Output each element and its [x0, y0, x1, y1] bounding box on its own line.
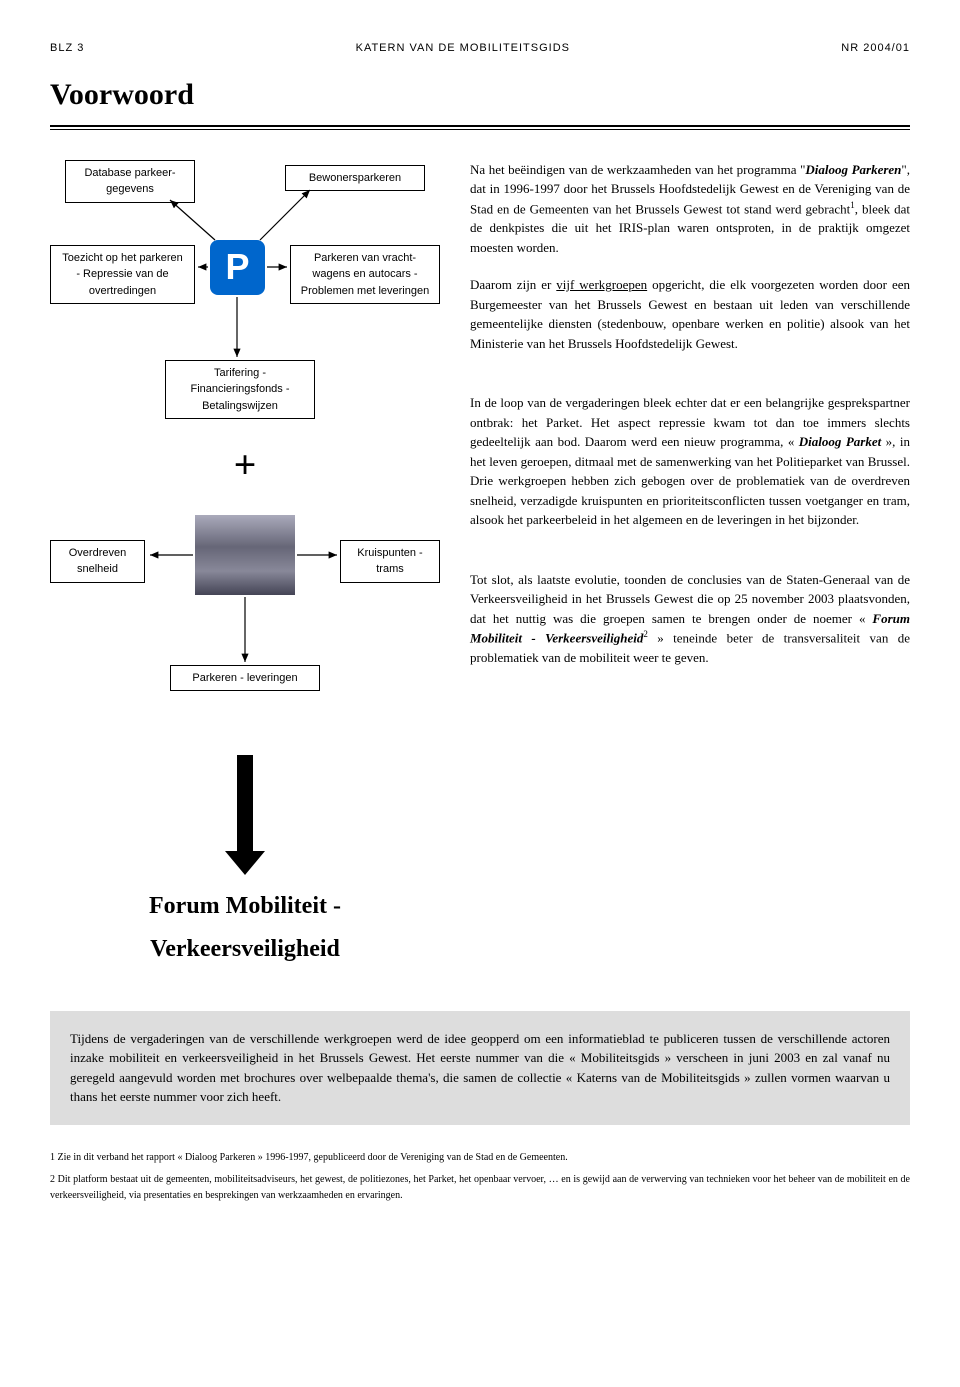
footnotes: 1 Zie in dit verband het rapport « Dialo… [50, 1150, 910, 1204]
footnote-1: 1 Zie in dit verband het rapport « Dialo… [50, 1150, 910, 1166]
box-vracht: Parkeren van vracht-wagens en autocars -… [290, 245, 440, 305]
diagram-parket: Overdrevensnelheid Kruispunten -trams Pa… [50, 515, 440, 735]
box-toezicht: Toezicht op het parkeren- Repressie van … [50, 245, 195, 305]
box-parkeren-leveringen: Parkeren - leveringen [170, 665, 320, 692]
diagram-parkeren: Database parkeer-gegevens Bewonersparker… [50, 160, 440, 420]
page-title: Voorwoord [50, 72, 910, 117]
paragraph-2: Daarom zijn er vijf werkgroepen opgerich… [470, 275, 910, 353]
grey-summary-box: Tijdens de vergaderingen van de verschil… [50, 1011, 910, 1125]
parking-icon: P [210, 240, 265, 295]
plus-symbol: + [50, 435, 440, 495]
box-snelheid: Overdrevensnelheid [50, 540, 145, 583]
header-right: NR 2004/01 [841, 40, 910, 57]
box-bewoners: Bewonersparkeren [285, 165, 425, 192]
page-header: BLZ 3 KATERN VAN DE MOBILITEITSGIDS NR 2… [50, 40, 910, 57]
left-column: Database parkeer-gegevens Bewonersparker… [50, 160, 440, 971]
right-column: Na het beëindigen van de werkzaamheden v… [470, 160, 910, 971]
paragraph-3: In de loop van de vergaderingen bleek ec… [470, 393, 910, 530]
paragraph-4: Tot slot, als laatste evolutie, toonden … [470, 570, 910, 668]
down-arrow-icon [237, 755, 253, 855]
box-kruispunten: Kruispunten -trams [340, 540, 440, 583]
box-tarifering: Tarifering -Financieringsfonds -Betaling… [165, 360, 315, 420]
paragraph-1: Na het beëindigen van de werkzaamheden v… [470, 160, 910, 258]
footnote-2: 2 Dit platform bestaat uit de gemeenten,… [50, 1172, 910, 1204]
title-rule [50, 125, 910, 130]
header-center: KATERN VAN DE MOBILITEITSGIDS [356, 40, 570, 57]
header-left: BLZ 3 [50, 40, 84, 57]
box-database: Database parkeer-gegevens [65, 160, 195, 203]
main-content: Database parkeer-gegevens Bewonersparker… [50, 160, 910, 971]
building-image [195, 515, 295, 595]
forum-title: Forum Mobiliteit -Verkeersveiligheid [50, 885, 440, 971]
